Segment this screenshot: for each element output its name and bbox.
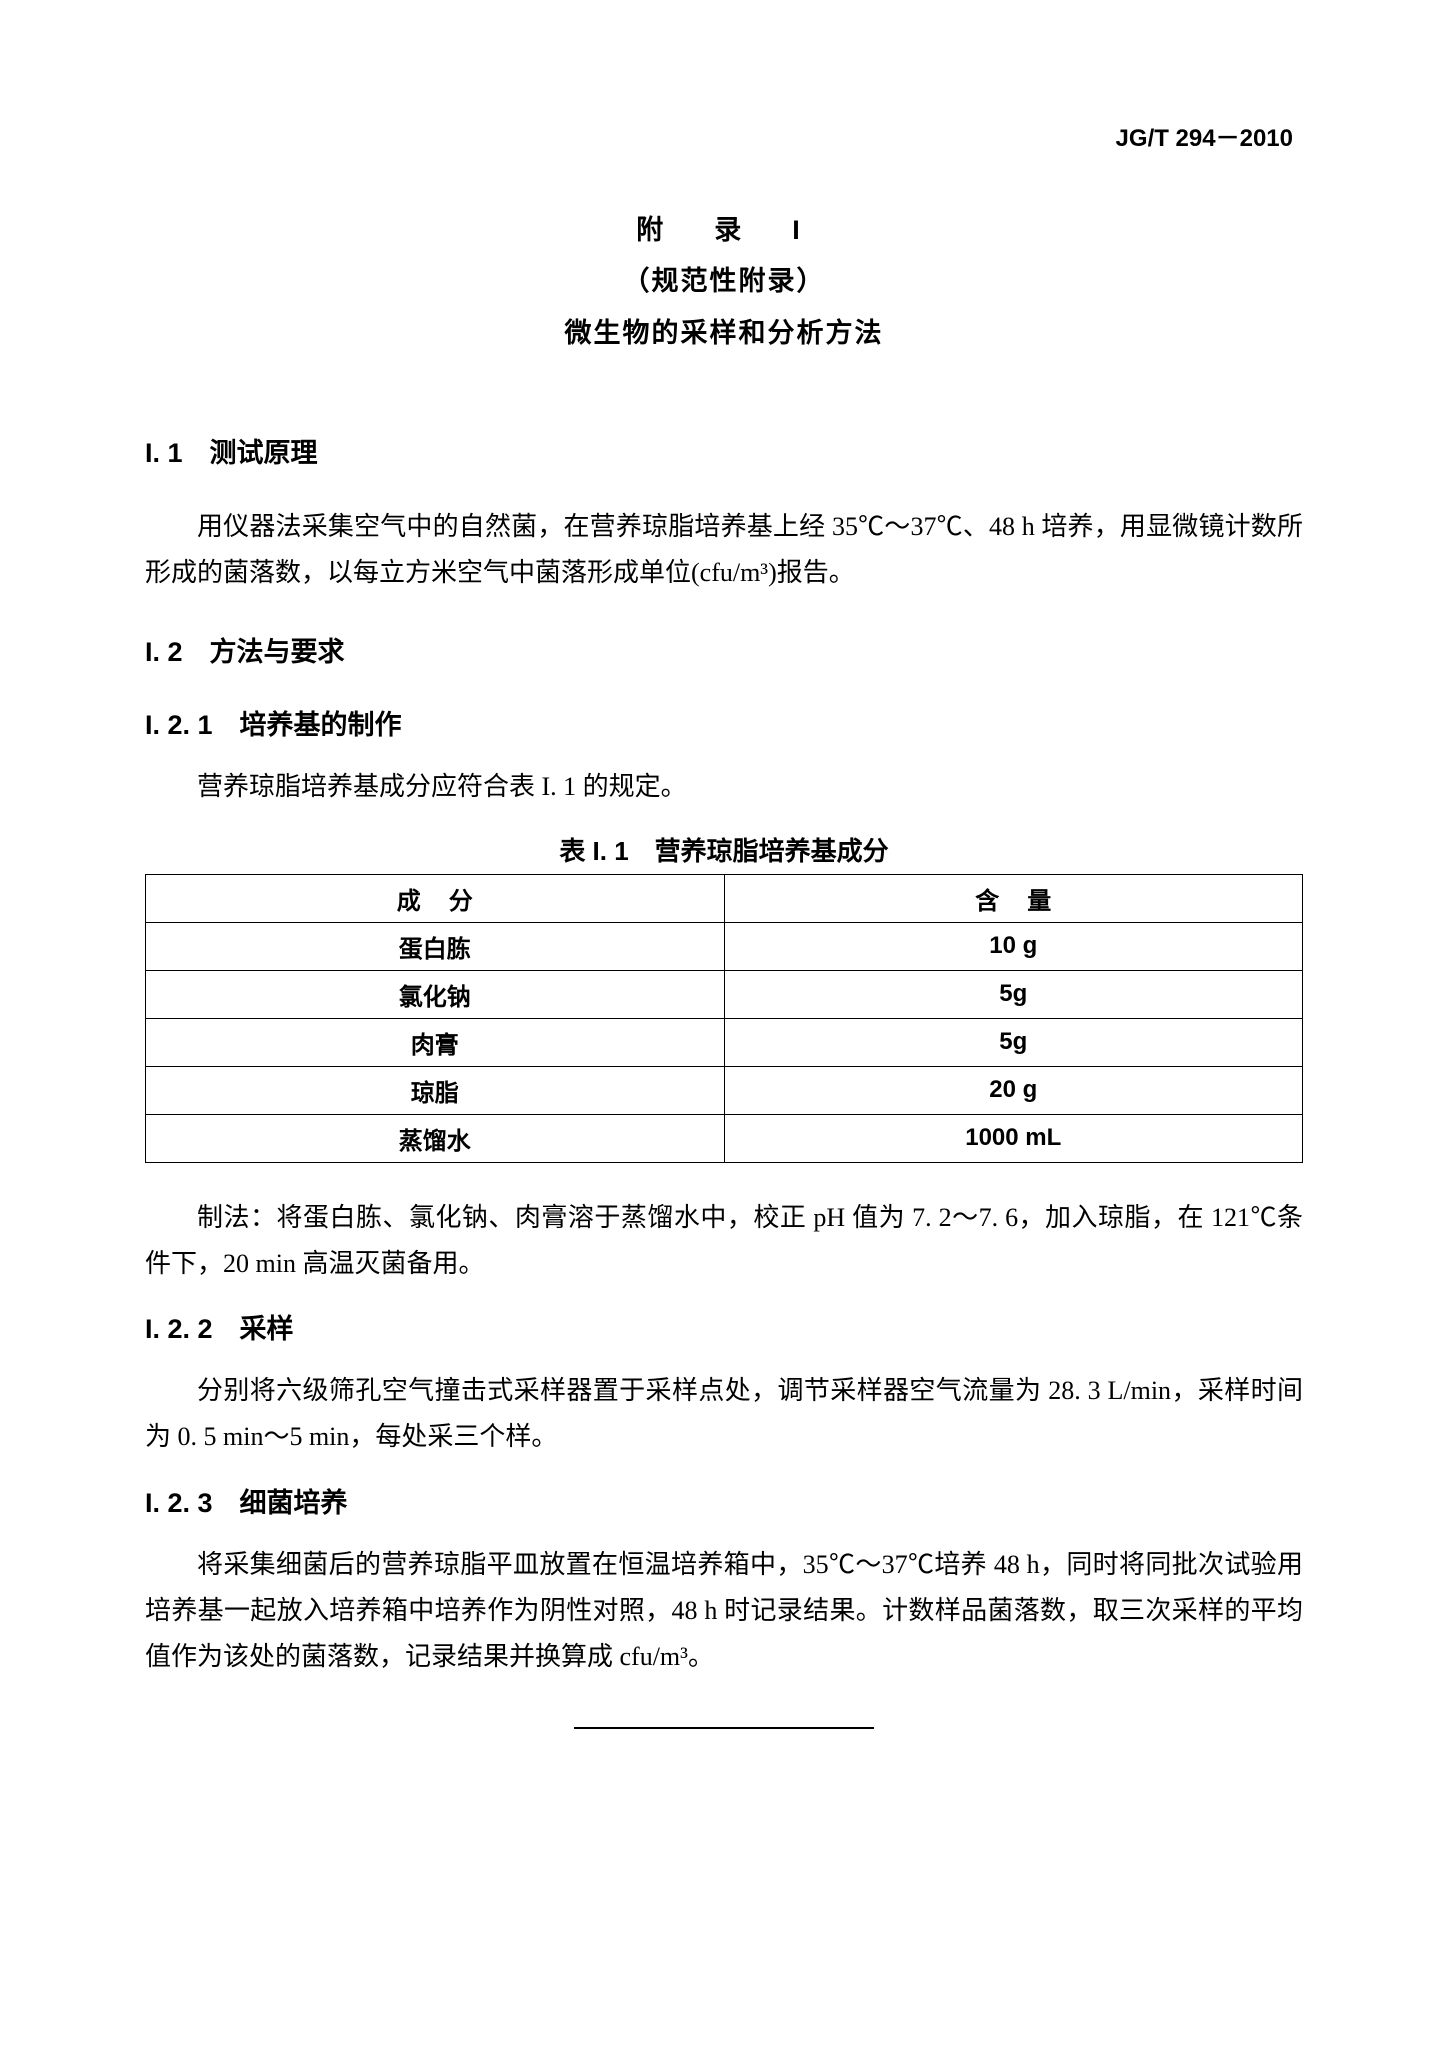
table-cell: 5g: [724, 1018, 1303, 1066]
section-heading-i1: I. 1 测试原理: [145, 431, 1303, 470]
table-cell: 蛋白胨: [146, 922, 725, 970]
table-cell: 5g: [724, 970, 1303, 1018]
ingredients-table: 成分 含量 蛋白胨 10 g 氯化钠 5g 肉膏 5g 琼脂 20 g 蒸馏水 …: [145, 874, 1303, 1163]
end-rule: [574, 1727, 874, 1729]
table-row: 肉膏 5g: [146, 1018, 1303, 1066]
section-heading-i2: I. 2 方法与要求: [145, 630, 1303, 669]
appendix-label: 附 录 I: [145, 205, 1303, 256]
table-row: 蛋白胨 10 g: [146, 922, 1303, 970]
table-cell: 蒸馏水: [146, 1114, 725, 1162]
table-header-row: 成分 含量: [146, 874, 1303, 922]
table-caption: 表 I. 1 营养琼脂培养基成分: [145, 831, 1303, 868]
table-cell: 20 g: [724, 1066, 1303, 1114]
section-i2-1-body: 营养琼脂培养基成分应符合表 I. 1 的规定。: [145, 764, 1303, 810]
appendix-type: （规范性附录）: [145, 256, 1303, 307]
appendix-title-block: 附 录 I （规范性附录） 微生物的采样和分析方法: [145, 205, 1303, 359]
table-row: 琼脂 20 g: [146, 1066, 1303, 1114]
table-cell: 琼脂: [146, 1066, 725, 1114]
table-cell: 肉膏: [146, 1018, 725, 1066]
standard-code: JG/T 294－2010: [1116, 118, 1293, 153]
section-i1-body: 用仪器法采集空气中的自然菌，在营养琼脂培养基上经 35℃～37℃、48 h 培养…: [145, 504, 1303, 597]
table-row: 蒸馏水 1000 mL: [146, 1114, 1303, 1162]
table-cell: 1000 mL: [724, 1114, 1303, 1162]
table-cell: 氯化钠: [146, 970, 725, 1018]
section-heading-i2-2: I. 2. 2 采样: [145, 1307, 1303, 1346]
table-header-amount: 含量: [724, 874, 1303, 922]
table-row: 氯化钠 5g: [146, 970, 1303, 1018]
section-i2-2-body: 分别将六级筛孔空气撞击式采样器置于采样点处，调节采样器空气流量为 28. 3 L…: [145, 1368, 1303, 1461]
table-header-ingredient: 成分: [146, 874, 725, 922]
section-i2-3-body: 将采集细菌后的营养琼脂平皿放置在恒温培养箱中，35℃～37℃培养 48 h，同时…: [145, 1542, 1303, 1681]
section-heading-i2-3: I. 2. 3 细菌培养: [145, 1481, 1303, 1520]
section-heading-i2-1: I. 2. 1 培养基的制作: [145, 703, 1303, 742]
table-cell: 10 g: [724, 922, 1303, 970]
method-body: 制法：将蛋白胨、氯化钠、肉膏溶于蒸馏水中，校正 pH 值为 7. 2～7. 6，…: [145, 1195, 1303, 1288]
appendix-title: 微生物的采样和分析方法: [145, 308, 1303, 359]
